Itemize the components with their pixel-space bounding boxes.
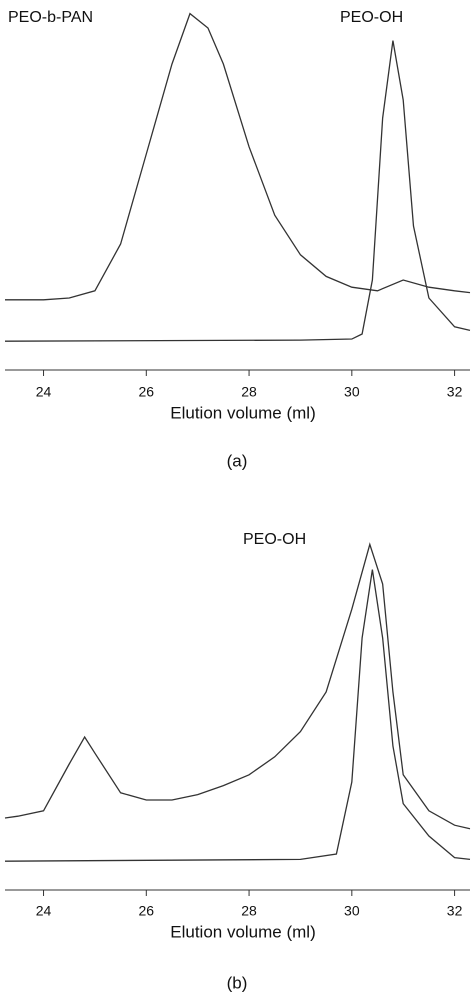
annotation: PEO-OH: [243, 531, 306, 548]
series-label: PEO-b-PAN: [8, 9, 93, 26]
caption: (b): [227, 973, 248, 992]
series-line: [4, 40, 471, 342]
x-axis-label: Elution volume (ml): [170, 403, 316, 422]
x-tick-label: 26: [139, 903, 155, 919]
x-tick-label: 32: [447, 384, 463, 400]
series-label: PEO-OH: [340, 9, 403, 26]
series-line: [4, 542, 471, 830]
x-axis-label: Elution volume (ml): [170, 922, 316, 941]
series-line: [5, 12, 471, 301]
x-tick-label: 30: [344, 384, 360, 400]
caption: (a): [227, 451, 248, 470]
x-tick-label: 24: [36, 384, 52, 400]
series-line: [4, 569, 471, 862]
x-tick-label: 26: [139, 384, 155, 400]
x-tick-label: 24: [36, 903, 52, 919]
x-tick-label: 32: [447, 903, 463, 919]
x-tick-label: 28: [241, 903, 257, 919]
x-tick-label: 28: [241, 384, 257, 400]
x-tick-label: 30: [344, 903, 360, 919]
